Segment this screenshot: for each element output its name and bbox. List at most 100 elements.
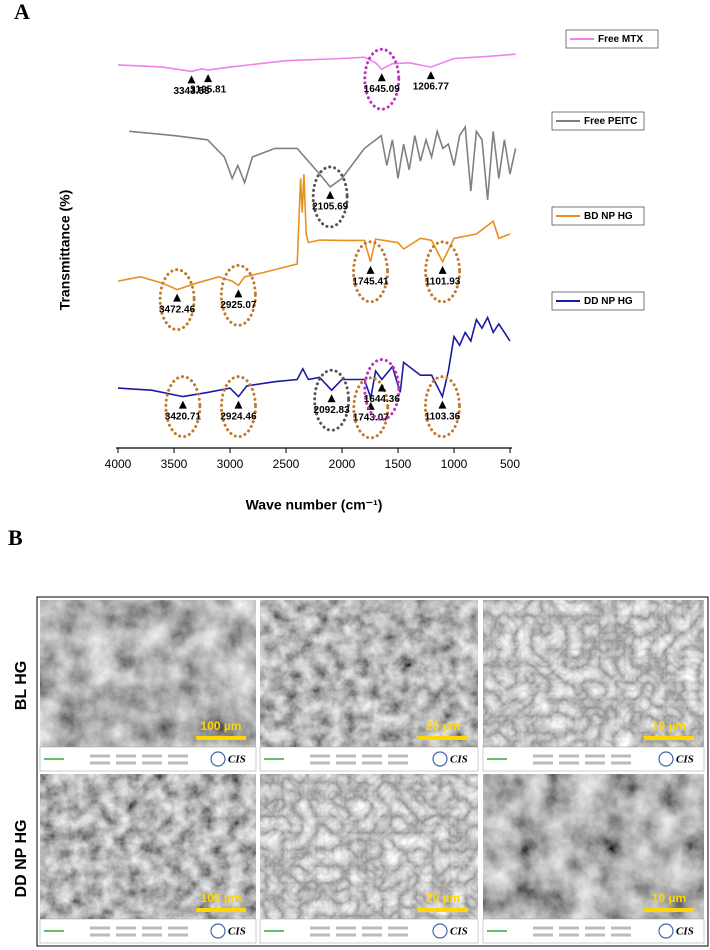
peak-arrow [327,394,336,403]
peak-ring [423,375,461,439]
sem-info-strip [482,746,705,772]
peak-arrow [438,400,447,409]
legend-label: DD NP HG [584,296,633,307]
peak-label: 1743.07 [353,413,390,424]
scale-bar [644,908,694,912]
sem-info-strip [482,918,705,944]
logo: CIS [228,926,246,938]
peak-ring [311,165,349,229]
peak-arrow [173,293,182,302]
row-label: DD NP HG [13,820,30,898]
y-axis-label: Transmittance (%) [57,190,73,311]
scale-bar-label: 10 µm [652,719,686,733]
logo-icon [432,751,448,767]
logo-icon [658,751,674,767]
peak-arrow [204,74,213,83]
x-tick-label: 1000 [441,457,468,471]
legend-box [551,291,645,311]
peak-arrow [366,265,375,274]
peak-ring [158,268,196,332]
peak-arrow [326,190,335,199]
scale-bar-label: 20 µm [426,719,460,733]
spectrum-line [129,124,517,200]
peak-arrow [377,73,386,82]
panel-label: A [14,0,30,24]
sem-image [260,774,478,919]
x-tick-label: 3000 [217,457,244,471]
peak-label: 1206.77 [413,82,450,93]
peak-arrow [234,400,243,409]
legend-label: Free MTX [598,34,643,45]
peak-ring [313,368,351,432]
scale-bar [644,736,694,740]
legend-label: BD NP HG [584,211,633,222]
sem-image [40,774,256,919]
logo-icon [210,751,226,767]
legend-box [551,111,645,131]
peak-label: 1644.36 [364,394,401,405]
peak-arrow [234,289,243,298]
x-tick-label: 3500 [161,457,188,471]
scale-bar-label: 10 µm [652,891,686,905]
x-tick-label: 4000 [105,457,132,471]
peak-label: 2105.69 [312,202,349,213]
logo-icon [658,923,674,939]
scale-bar-label: 100 µm [201,891,242,905]
x-tick-label: 2500 [273,457,300,471]
peak-label: 1745.41 [352,276,389,287]
peak-label: 2092.83 [314,405,351,416]
peak-ring [424,240,462,304]
logo-icon [210,923,226,939]
spectrum-line [117,174,511,291]
peak-label: 2925.07 [220,300,257,311]
logo: CIS [676,754,694,766]
logo: CIS [450,926,468,938]
scale-bar-label: 20 µm [426,891,460,905]
peak-arrow [187,75,196,84]
sem-image [260,600,478,747]
peak-label: 3195.81 [190,85,227,96]
legend-box [565,29,659,49]
logo: CIS [450,754,468,766]
peak-ring [363,47,401,111]
sem-info-strip [39,918,257,944]
peak-label: 1645.09 [364,84,401,95]
peak-arrow [438,265,447,274]
peak-label: 3472.46 [159,304,196,315]
legend-box [551,206,645,226]
peak-ring [363,358,401,422]
sem-image [483,600,704,747]
sem-info-strip [259,918,479,944]
row-label: BL HG [13,661,30,710]
peak-ring [219,375,257,439]
peak-label: 2924.46 [220,411,257,422]
peak-arrow [426,71,435,80]
x-tick-label: 2000 [329,457,356,471]
logo-icon [432,923,448,939]
peak-ring [164,375,202,439]
sem-info-strip [259,746,479,772]
peak-label: 3420.71 [165,411,202,422]
sem-info-strip [39,746,257,772]
spectrum-line [117,53,516,73]
scale-bar [418,736,468,740]
sem-image [483,774,704,919]
x-tick-label: 500 [500,457,520,471]
scale-bar [418,908,468,912]
scale-bar [196,736,246,740]
logo: CIS [228,754,246,766]
peak-label: 3343.53 [173,86,210,97]
panel-label: B [8,525,23,550]
peak-arrow [377,383,386,392]
x-axis-label: Wave number (cm⁻¹) [246,497,383,513]
peak-ring [352,376,390,440]
logo: CIS [676,926,694,938]
scale-bar [196,908,246,912]
scale-bar-label: 100 µm [201,719,242,733]
peak-ring [219,263,257,327]
peak-ring [352,240,390,304]
legend-label: Free PEITC [584,116,637,127]
peak-label: 1101.93 [425,276,461,287]
peak-arrow [178,400,187,409]
